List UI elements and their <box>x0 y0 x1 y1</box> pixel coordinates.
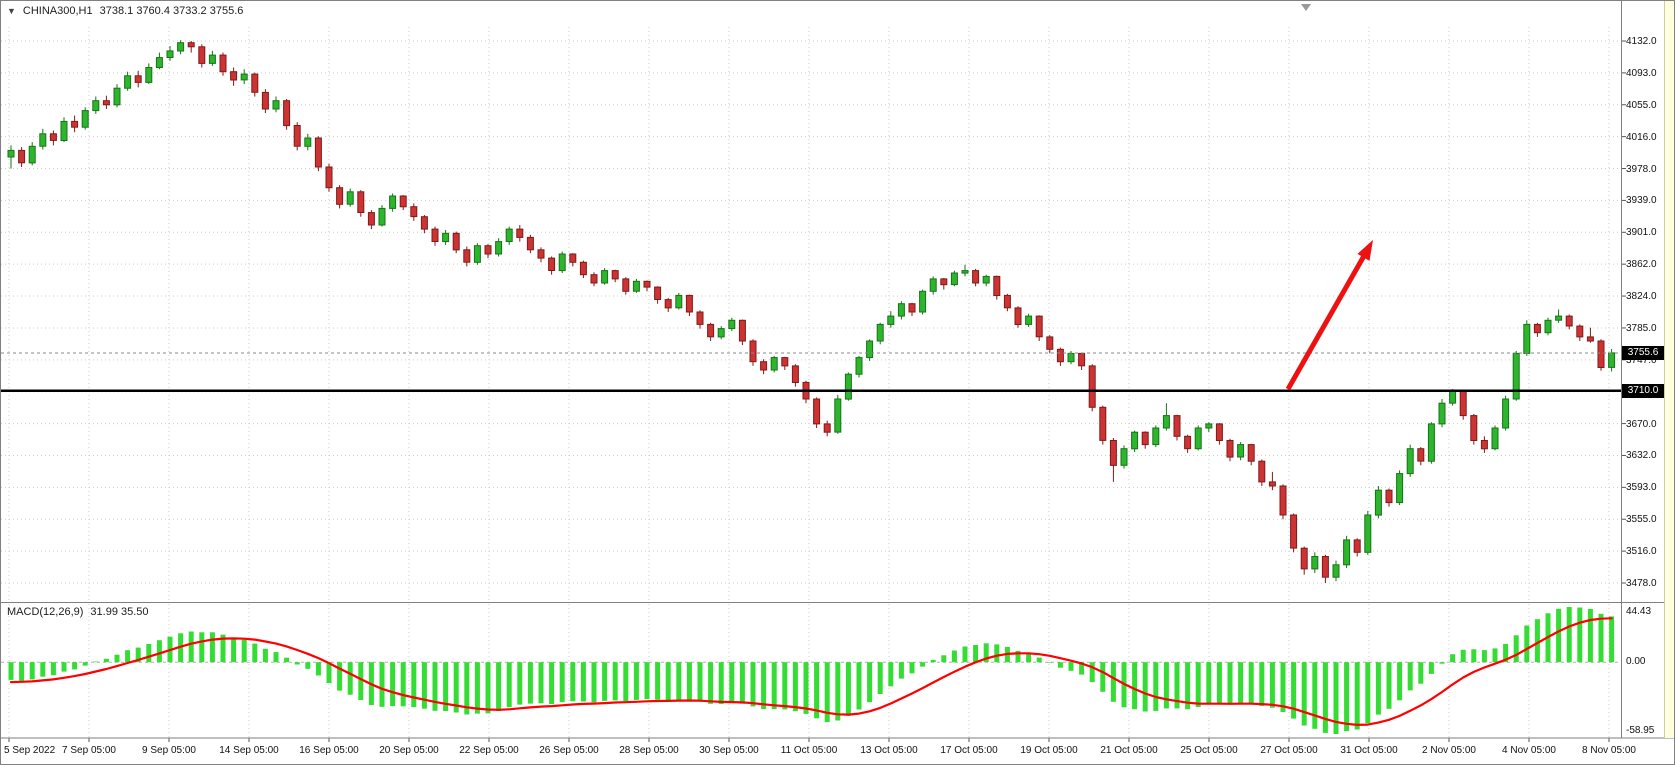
time-axis-label: 22 Sep 05:00 <box>459 745 519 756</box>
time-axis-label: 2 Nov 05:00 <box>1422 745 1476 756</box>
panel-separators[interactable] <box>1 1 1675 739</box>
time-axis-label: 14 Sep 05:00 <box>219 745 279 756</box>
time-axis-label: 20 Sep 05:00 <box>379 745 439 756</box>
macd-axis-label: -58.95 <box>1626 725 1655 736</box>
price-axis-label: 3824.0 <box>1626 291 1657 303</box>
macd-indicator-header: MACD(12,26,9) 31.99 35.50 <box>7 606 149 618</box>
time-axis-label: 13 Oct 05:00 <box>860 745 918 756</box>
right-margin-strip <box>1664 1 1674 738</box>
macd-values: 31.99 35.50 <box>90 606 149 618</box>
macd-axis-label: 44.43 <box>1626 606 1652 617</box>
symbol-header: ▼ CHINA300,H1 3738.1 3760.4 3733.2 3755.… <box>7 5 243 17</box>
price-axis-label: 4016.0 <box>1626 131 1657 143</box>
price-axis-label: 3785.0 <box>1626 322 1657 334</box>
price-axis-label: 3939.0 <box>1626 195 1657 207</box>
time-axis-label: 31 Oct 05:00 <box>1340 745 1398 756</box>
time-axis-label: 28 Sep 05:00 <box>619 745 679 756</box>
price-axis-label: 3593.0 <box>1626 482 1657 494</box>
time-axis-label: 9 Sep 05:00 <box>142 745 196 756</box>
price-axis-label: 3901.0 <box>1626 227 1657 239</box>
symbol-dropdown-icon[interactable]: ▼ <box>7 6 16 16</box>
time-axis-label: 8 Nov 05:00 <box>1582 745 1636 756</box>
gridlines <box>1 27 1626 742</box>
price-axis-label: 3670.0 <box>1626 418 1657 430</box>
candlestick-series <box>7 40 1616 583</box>
current-price-badge: 3755.6 <box>1622 345 1664 360</box>
time-axis-label: 5 Sep 2022 <box>4 745 56 756</box>
price-axis-label: 3555.0 <box>1626 514 1657 526</box>
time-axis-label: 21 Oct 05:00 <box>1100 745 1158 756</box>
time-axis-label: 16 Sep 05:00 <box>299 745 359 756</box>
macd-histogram <box>8 607 1615 734</box>
price-axis-label: 3632.0 <box>1626 450 1657 462</box>
chart-shift-marker[interactable] <box>1301 4 1311 11</box>
price-axis-label: 3978.0 <box>1626 163 1657 175</box>
price-axis-label: 4132.0 <box>1626 36 1657 47</box>
macd-signal-line <box>9 617 1613 727</box>
time-axis-label: 27 Oct 05:00 <box>1260 745 1318 756</box>
time-axis-label: 26 Sep 05:00 <box>539 745 599 756</box>
time-axis-label: 11 Oct 05:00 <box>780 745 838 756</box>
price-axis-label: 3516.0 <box>1626 546 1657 558</box>
price-axis-label: 3478.0 <box>1626 578 1657 589</box>
symbol-ohlc-values: 3738.1 3760.4 3733.2 3755.6 <box>99 5 244 17</box>
time-axis-label: 4 Nov 05:00 <box>1502 745 1556 756</box>
macd-label: MACD(12,26,9) <box>7 606 84 618</box>
price-axis-label: 3862.0 <box>1626 259 1657 271</box>
symbol-title: CHINA300,H1 <box>22 5 93 17</box>
time-axis-label: 19 Oct 05:00 <box>1020 745 1078 756</box>
price-axis-label: 4055.0 <box>1626 99 1657 111</box>
time-axis-label: 25 Oct 05:00 <box>1180 745 1238 756</box>
time-axis-label: 17 Oct 05:00 <box>940 745 998 756</box>
time-axis-label: 30 Sep 05:00 <box>699 745 759 756</box>
macd-axis-label: 0.00 <box>1626 656 1646 668</box>
trend-arrow[interactable] <box>1285 239 1373 391</box>
price-axis-label: 3747.0 <box>1626 354 1657 366</box>
time-axis-label: 7 Sep 05:00 <box>62 745 116 756</box>
hline-price-badge: 3710.0 <box>1622 383 1664 398</box>
price-axis-label: 4093.0 <box>1626 67 1657 79</box>
